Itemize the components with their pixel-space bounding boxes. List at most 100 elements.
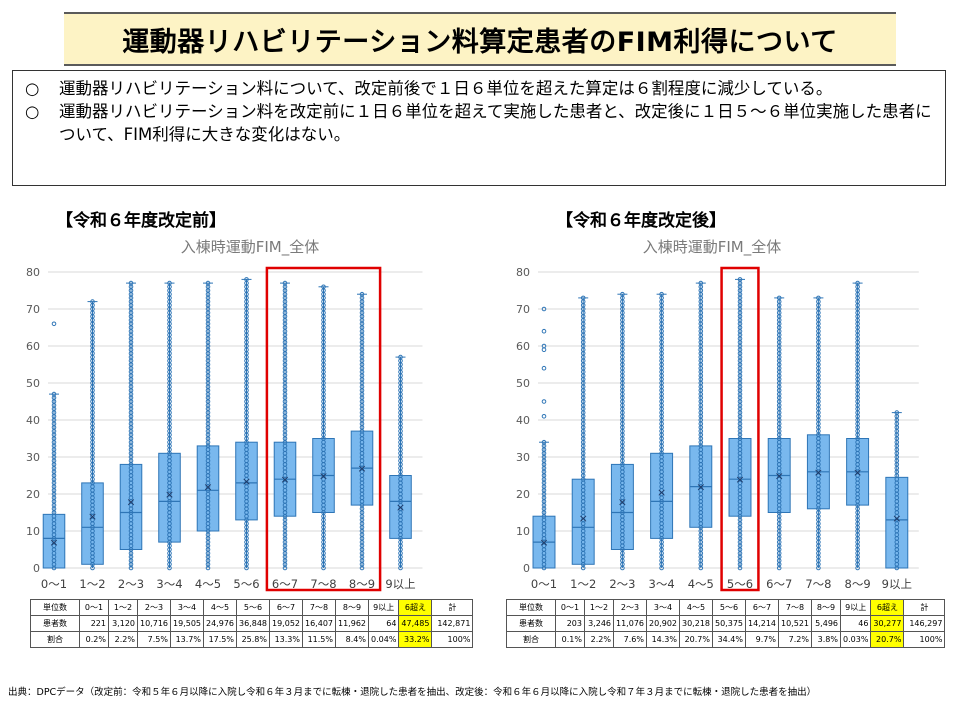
boxplot-before: 0 10 20 30 40 50 60 70 80 × 0～1 × 1～2 × 2～3 × 3～4 × 4～5 × 5～…	[26, 266, 423, 592]
table-cell: 4～5	[203, 599, 237, 616]
data-point	[282, 280, 288, 286]
data-point	[205, 280, 211, 286]
table-cell: 2～3	[137, 599, 171, 616]
row-label: 単位数	[30, 599, 80, 616]
box-9以上: ×	[885, 410, 909, 571]
table-cell: 3～4	[170, 599, 204, 616]
x-tick-label: 5～6	[233, 577, 259, 591]
y-tick-label: 0	[523, 562, 530, 575]
x-tick-label: 2～3	[609, 577, 635, 591]
x-tick-label: 0～1	[531, 577, 557, 591]
mean-marker: ×	[814, 466, 823, 479]
table-cell: 25.8%	[236, 631, 270, 648]
data-point	[359, 291, 365, 297]
data-point	[398, 354, 403, 360]
data-point	[51, 391, 57, 397]
table-cell: 0.04%	[367, 631, 400, 648]
page-title: 運動器リハビリテーション料算定患者のFIM利得について	[122, 26, 838, 58]
y-tick-label: 30	[26, 451, 40, 464]
table-cell: 221	[79, 615, 109, 632]
table-cell: 11,076	[613, 615, 647, 632]
y-tick-label: 40	[26, 414, 40, 427]
mean-marker: ×	[775, 470, 784, 483]
data-point	[698, 280, 704, 286]
y-tick-label: 30	[516, 451, 530, 464]
outlier-point	[541, 347, 547, 352]
x-tick-label: 3～4	[156, 577, 182, 591]
table-cell: 203	[555, 615, 585, 632]
row-label: 単位数	[506, 599, 556, 616]
table-cell: 14.3%	[646, 631, 680, 648]
bullet-text: 運動器リハビリテーション料を改定前に１日６単位を超えて実施した患者と、改定後に１…	[59, 102, 932, 144]
y-tick-label: 40	[516, 414, 530, 427]
summary-table-before: 単位数 0～1 1～2 2～3 3～4 4～5 5～6 6～7 7～8 8～9 9以上 6超え計患者数…	[30, 599, 474, 648]
box-3～4: ×	[650, 291, 674, 571]
table-cell: 5～6	[712, 599, 746, 616]
source-note: 出典：DPCデータ（改定前：令和５年６月以降に入院し令和６年３月までに転棟・退院…	[8, 687, 817, 698]
table-cell: 13.7%	[170, 631, 204, 648]
box-7～8: ×	[312, 284, 335, 571]
table-cell: 146,297	[903, 615, 946, 632]
summary-bullet: ○ 運動器リハビリテーション料について、改定前後で１日６単位を超えた算定は６割程…	[25, 77, 935, 100]
data-point	[244, 277, 249, 282]
table-cell: 100%	[903, 631, 946, 648]
mean-marker: ×	[396, 501, 405, 514]
chart-title-before: 入棟時運動FIM_全体	[180, 238, 320, 256]
x-tick-label: 4～5	[195, 577, 221, 591]
box-2～3: ×	[610, 291, 634, 571]
mean-marker: ×	[280, 473, 289, 486]
mean-marker: ×	[892, 512, 901, 525]
table-row: 患者数 203 3,246 11,076 20,902 30,218 50,375 14,21…	[506, 615, 946, 632]
box-5～6: ×	[235, 277, 258, 571]
row-label: 患者数	[30, 615, 80, 632]
table-cell: 計	[431, 599, 474, 616]
y-tick-label: 80	[516, 266, 530, 279]
table-cell: 11,962	[335, 615, 369, 632]
table-cell: 19,505	[170, 615, 204, 632]
table-cell: 16,407	[302, 615, 336, 632]
outlier-point	[541, 343, 547, 349]
mean-marker: ×	[319, 470, 328, 483]
table-cell: 9以上	[839, 599, 872, 616]
highlight-frame	[720, 266, 760, 592]
box-iqr	[158, 452, 181, 543]
table-cell: 7.5%	[137, 631, 171, 648]
x-tick-label: 5～6	[727, 577, 753, 591]
table-row: 単位数 0～1 1～2 2～3 3～4 4～5 5～6 6～7 7～8 8～9 9以上 6超え計	[506, 599, 946, 616]
box-0～1: ×	[42, 321, 66, 571]
table-cell: 1～2	[584, 599, 614, 616]
mean-marker: ×	[696, 481, 705, 494]
mean-marker: ×	[853, 466, 862, 479]
table-cell: 0～1	[79, 599, 109, 616]
box-1～2: ×	[81, 299, 104, 571]
y-tick-label: 60	[26, 340, 40, 353]
table-cell: 1～2	[108, 599, 138, 616]
x-tick-label: 1～2	[570, 577, 596, 591]
table-cell: 2.2%	[108, 631, 138, 648]
table-cell: 13.3%	[269, 631, 303, 648]
table-cell: 3.8%	[811, 631, 841, 648]
table-cell: 6～7	[745, 599, 779, 616]
data-point	[776, 295, 782, 301]
x-tick-label: 3～4	[649, 577, 675, 591]
table-cell: 8～9	[811, 599, 841, 616]
outlier-point	[541, 328, 547, 334]
outlier-point	[541, 306, 547, 312]
data-point	[90, 299, 95, 304]
chart-title-after: 入棟時運動FIM_全体	[642, 238, 782, 256]
mean-marker: ×	[242, 475, 251, 488]
table-cell: 100%	[431, 631, 474, 648]
y-tick-label: 10	[26, 525, 40, 538]
table-cell: 9以上	[367, 599, 400, 616]
mean-marker: ×	[88, 510, 97, 523]
table-row: 割合 0.2% 2.2% 7.5% 13.7% 17.5% 25.8% 13.3% 11.5% 8…	[30, 631, 474, 648]
table-cell: 6～7	[269, 599, 303, 616]
table-cell: 7.2%	[778, 631, 812, 648]
y-tick-label: 60	[516, 340, 530, 353]
table-cell: 30,218	[679, 615, 713, 632]
title-banner: 運動器リハビリテーション料算定患者のFIM利得について	[64, 12, 896, 66]
table-cell: 3,120	[108, 615, 138, 632]
table-cell: 9.7%	[745, 631, 779, 648]
data-point	[620, 291, 625, 297]
table-cell: 0.2%	[79, 631, 109, 648]
